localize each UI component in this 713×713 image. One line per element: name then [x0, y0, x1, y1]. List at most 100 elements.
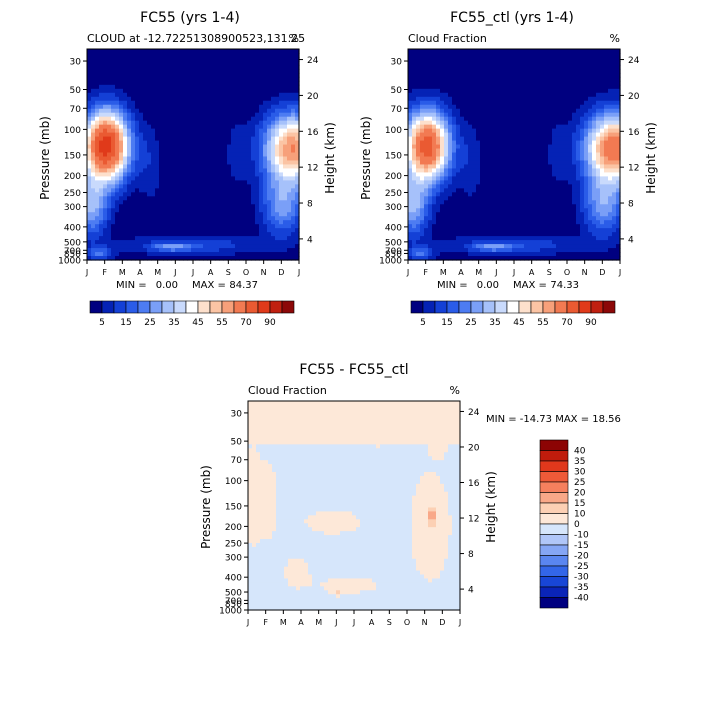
heatmap-cell: [139, 92, 144, 98]
heatmap-cell: [231, 116, 236, 122]
heatmap-cell: [227, 136, 232, 142]
heatmap-cell: [552, 256, 557, 261]
heatmap-cell: [187, 184, 192, 189]
heatmap-cell: [416, 212, 421, 217]
heatmap-cell: [271, 212, 276, 217]
heatmap-cell: [408, 60, 413, 66]
heatmap-cell: [223, 116, 228, 122]
heatmap-cell: [488, 80, 493, 86]
heatmap-cell: [420, 49, 425, 54]
heatmap-cell: [532, 144, 537, 150]
y-right-tick-label: 20: [307, 92, 319, 102]
heatmap-cell: [87, 84, 92, 90]
heatmap-cell: [508, 240, 513, 245]
heatmap-cell: [456, 92, 461, 98]
heatmap-cell: [223, 132, 228, 138]
heatmap-cell: [532, 88, 537, 94]
heatmap-cell: [215, 52, 220, 58]
heatmap-cell: [512, 128, 517, 134]
heatmap-cell: [107, 176, 112, 181]
heatmap-cell: [412, 256, 417, 261]
heatmap-cell: [500, 220, 505, 225]
heatmap-cell: [420, 184, 425, 189]
heatmap-cell: [159, 112, 164, 118]
heatmap-cell: [215, 168, 220, 174]
heatmap-cell: [548, 76, 553, 82]
heatmap-cell: [155, 228, 160, 233]
heatmap-cell: [119, 140, 124, 146]
heatmap-cell: [135, 88, 140, 94]
heatmap-cell: [259, 144, 264, 150]
heatmap-cell: [464, 236, 469, 241]
heatmap-cell: [151, 164, 156, 170]
heatmap-cell: [143, 120, 148, 126]
heatmap-cell: [227, 152, 232, 158]
heatmap-cell: [440, 208, 445, 213]
heatmap-cell: [548, 152, 553, 158]
heatmap-cell: [91, 64, 96, 70]
heatmap-cell: [444, 92, 449, 98]
heatmap-cell: [484, 172, 489, 177]
heatmap-cell: [195, 132, 200, 138]
heatmap-cell: [540, 172, 545, 177]
heatmap-cell: [183, 216, 188, 221]
heatmap-cell: [111, 76, 116, 82]
heatmap-cell: [416, 112, 421, 118]
heatmap-cell: [520, 196, 525, 201]
heatmap-cell: [488, 232, 493, 237]
heatmap-cell: [99, 80, 104, 86]
heatmap-cell: [500, 176, 505, 181]
heatmap-cell: [243, 240, 248, 245]
heatmap-cell: [552, 204, 557, 209]
heatmap-cell: [556, 49, 561, 54]
heatmap-cell: [524, 72, 529, 78]
heatmap-cell: [123, 220, 128, 225]
heatmap-cell: [111, 188, 116, 193]
heatmap-cell: [460, 244, 465, 249]
heatmap-cell: [436, 148, 441, 154]
heatmap-cell: [147, 76, 152, 82]
heatmap-cell: [103, 60, 108, 66]
heatmap-cell: [167, 140, 172, 146]
heatmap-cell: [492, 184, 497, 189]
heatmap-cell: [500, 136, 505, 142]
heatmap-cell: [283, 120, 288, 126]
heatmap-cell: [183, 176, 188, 181]
heatmap-cell: [456, 232, 461, 237]
heatmap-cell: [227, 80, 232, 86]
heatmap-cell: [472, 49, 477, 54]
heatmap-cell: [247, 236, 252, 241]
heatmap-cell: [175, 204, 180, 209]
heatmap-cell: [119, 108, 124, 114]
heatmap-cell: [420, 240, 425, 245]
heatmap-cell: [187, 96, 192, 102]
heatmap-cell: [536, 176, 541, 181]
heatmap-cell: [484, 236, 489, 241]
heatmap-cell: [496, 184, 501, 189]
heatmap-cell: [175, 72, 180, 78]
heatmap-cell: [251, 68, 256, 74]
heatmap-cell: [287, 244, 292, 249]
heatmap-cell: [456, 168, 461, 174]
heatmap-cell: [183, 72, 188, 78]
heatmap-cell: [512, 136, 517, 142]
heatmap-cell: [524, 144, 529, 150]
heatmap-cell: [448, 156, 453, 162]
heatmap-cell: [155, 120, 160, 126]
heatmap-cell: [251, 208, 256, 213]
heatmap-cell: [500, 160, 505, 166]
heatmap-cell: [271, 100, 276, 106]
heatmap-cell: [432, 124, 437, 130]
heatmap-cell: [512, 68, 517, 74]
heatmap-cell: [440, 176, 445, 181]
heatmap-cell: [452, 152, 457, 158]
heatmap-cell: [271, 164, 276, 170]
heatmap-cell: [111, 176, 116, 181]
heatmap-cell: [283, 104, 288, 110]
heatmap-cell: [500, 96, 505, 102]
heatmap-cell: [448, 152, 453, 158]
heatmap-cell: [440, 156, 445, 162]
heatmap-cell: [484, 216, 489, 221]
heatmap-cell: [512, 52, 517, 58]
heatmap-cell: [191, 188, 196, 193]
